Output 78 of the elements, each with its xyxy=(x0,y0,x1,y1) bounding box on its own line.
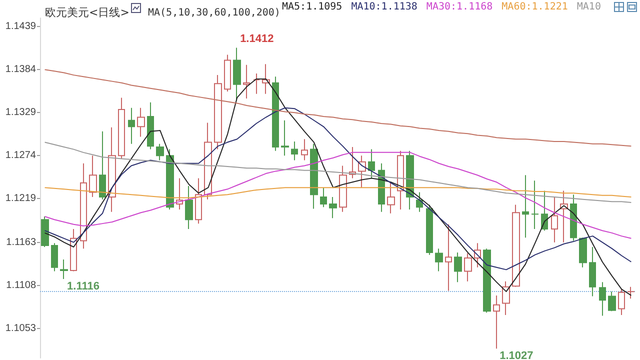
candlestick xyxy=(147,102,154,150)
candlestick xyxy=(522,174,529,238)
candlestick xyxy=(41,216,49,248)
candlestick xyxy=(137,107,145,138)
candlestick xyxy=(89,155,97,198)
annotation: 1.1116 xyxy=(67,280,100,293)
candlestick xyxy=(358,155,366,188)
candlestick xyxy=(551,196,558,243)
candlestick xyxy=(320,187,327,208)
candlestick xyxy=(512,204,520,288)
y-tick-label: 1.1329 xyxy=(5,107,36,118)
candlestick xyxy=(493,294,500,350)
candlestick xyxy=(253,72,260,94)
y-tick-label: 1.1274 xyxy=(5,150,36,162)
candlestick xyxy=(301,138,308,161)
annotation: 1.1412 xyxy=(240,33,274,46)
candlestick xyxy=(224,54,231,92)
candlestick xyxy=(445,224,452,292)
y-tick-label: 1.1108 xyxy=(6,280,36,291)
candlestick xyxy=(60,259,68,280)
candlestick xyxy=(454,252,462,283)
chart-title: 欧元美元<日线> xyxy=(45,6,130,19)
candlestick xyxy=(618,288,625,316)
y-tick-label: 1.1163 xyxy=(6,236,36,248)
candlestick xyxy=(368,148,375,179)
candlestick xyxy=(570,194,577,242)
candlestick xyxy=(281,120,289,156)
candlestick xyxy=(233,47,241,102)
line-series xyxy=(44,69,632,147)
candlestick xyxy=(416,192,423,212)
candlestick xyxy=(502,280,510,316)
candlestick xyxy=(426,204,433,256)
y-tick-label: 1.1219 xyxy=(5,193,36,204)
candlestick xyxy=(397,150,404,210)
candlestick xyxy=(80,162,87,250)
annotation: 1.1027 xyxy=(500,350,534,360)
line-series xyxy=(44,152,632,239)
candlestick xyxy=(464,252,472,282)
y-tick-label: 1.1384 xyxy=(5,64,36,76)
line-series xyxy=(44,107,632,270)
candlestick xyxy=(70,228,77,272)
y-tick-label: 1.1053 xyxy=(5,322,36,334)
candlestick xyxy=(310,143,318,210)
candlestick xyxy=(99,130,106,200)
candlestick xyxy=(128,107,135,144)
candlestick xyxy=(387,182,395,214)
candlestick xyxy=(272,76,279,152)
line-series xyxy=(44,142,632,203)
text: MA30:1.1168 xyxy=(426,2,493,12)
text: MA5:1.1095 xyxy=(282,2,342,12)
candlestick xyxy=(204,122,212,200)
candlestick xyxy=(243,64,250,100)
candlestick xyxy=(599,282,606,316)
y-tick-label: 1.1439 xyxy=(5,21,36,32)
candlestick xyxy=(329,196,337,219)
candlestick xyxy=(156,143,164,161)
candlestick xyxy=(291,140,298,161)
text: MA10:1.1138 xyxy=(351,2,418,12)
candlestick xyxy=(339,165,347,212)
candlestick xyxy=(118,97,125,160)
line-series xyxy=(44,78,632,296)
candlestick xyxy=(627,286,635,300)
candlestick xyxy=(608,291,616,312)
candlestick xyxy=(406,150,414,210)
candlestick xyxy=(579,238,587,268)
candlestick xyxy=(589,246,596,297)
candlestick xyxy=(166,148,174,210)
text: MA10 xyxy=(576,2,601,12)
candlestick xyxy=(483,248,491,314)
text: MA60:1.1221 xyxy=(502,2,568,12)
line-series xyxy=(44,187,632,198)
candlestick xyxy=(185,186,193,230)
candlestick xyxy=(195,178,202,224)
candlestick xyxy=(51,242,58,272)
candlestick xyxy=(262,64,270,94)
candlestick xyxy=(531,180,539,230)
candlestick xyxy=(435,248,443,272)
chart-subtitle: MA(5,10,30,60,100,200) xyxy=(148,8,280,18)
